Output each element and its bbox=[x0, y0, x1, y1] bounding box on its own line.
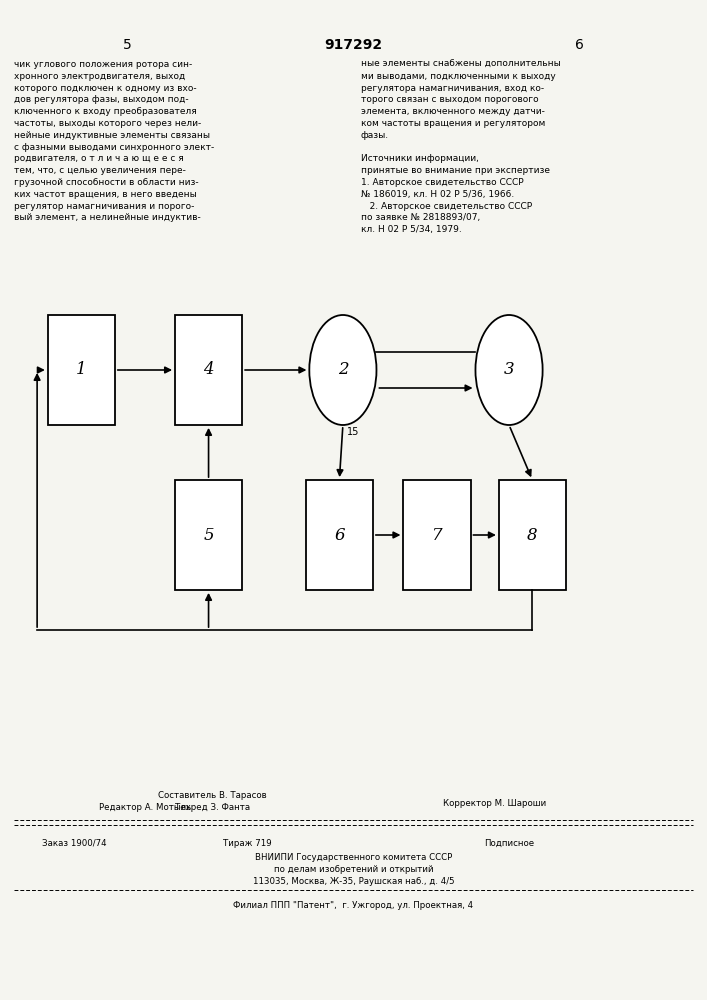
FancyBboxPatch shape bbox=[498, 480, 566, 590]
Text: Редактор А. Мотыль: Редактор А. Мотыль bbox=[99, 804, 191, 812]
Text: Заказ 1900/74: Заказ 1900/74 bbox=[42, 838, 107, 848]
FancyBboxPatch shape bbox=[175, 315, 242, 425]
Text: 6: 6 bbox=[334, 526, 345, 544]
Text: ные элементы снабжены дополнительны
ми выводами, подключенными к выходу
регулято: ные элементы снабжены дополнительны ми в… bbox=[361, 60, 561, 234]
Ellipse shape bbox=[309, 315, 376, 425]
Text: Составитель В. Тарасов: Составитель В. Тарасов bbox=[158, 790, 267, 800]
Text: Подписное: Подписное bbox=[484, 838, 534, 848]
Text: 5: 5 bbox=[203, 526, 214, 544]
Text: 7: 7 bbox=[431, 526, 443, 544]
Text: Тираж 719: Тираж 719 bbox=[223, 838, 271, 848]
Text: 3: 3 bbox=[503, 361, 515, 378]
Text: 917292: 917292 bbox=[325, 38, 382, 52]
Text: ВНИИПИ Государственного комитета СССР: ВНИИПИ Государственного комитета СССР bbox=[255, 852, 452, 861]
Text: 8: 8 bbox=[527, 526, 538, 544]
Text: 5: 5 bbox=[123, 38, 132, 52]
Text: Филиал ППП "Патент",  г. Ужгород, ул. Проектная, 4: Филиал ППП "Патент", г. Ужгород, ул. Про… bbox=[233, 900, 474, 910]
FancyBboxPatch shape bbox=[175, 480, 242, 590]
Text: 2: 2 bbox=[337, 361, 349, 378]
FancyBboxPatch shape bbox=[403, 480, 470, 590]
FancyBboxPatch shape bbox=[305, 480, 373, 590]
FancyBboxPatch shape bbox=[47, 315, 115, 425]
Text: по делам изобретений и открытий: по делам изобретений и открытий bbox=[274, 864, 433, 874]
Text: Техред З. Фанта: Техред З. Фанта bbox=[175, 804, 250, 812]
Text: чик углового положения ротора син-
хронного электродвигателя, выход
которого под: чик углового положения ротора син- хронн… bbox=[14, 60, 214, 222]
Text: 15: 15 bbox=[347, 427, 360, 437]
Text: 113035, Москва, Ж-35, Раушская наб., д. 4/5: 113035, Москва, Ж-35, Раушская наб., д. … bbox=[252, 876, 455, 886]
Text: Корректор М. Шароши: Корректор М. Шароши bbox=[443, 798, 547, 808]
Text: 6: 6 bbox=[575, 38, 584, 52]
Text: 1: 1 bbox=[76, 361, 87, 378]
Ellipse shape bbox=[475, 315, 543, 425]
Text: 4: 4 bbox=[203, 361, 214, 378]
